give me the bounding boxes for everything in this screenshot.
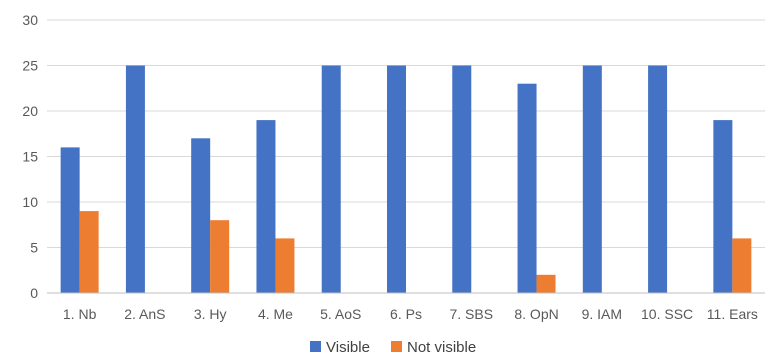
bar-visible	[452, 65, 472, 293]
bar-visible	[60, 147, 80, 293]
bar-visible	[256, 120, 276, 293]
x-tick-label: 11. Ears	[707, 306, 758, 322]
bar-visible	[125, 65, 145, 293]
x-tick-label: 7. SBS	[449, 306, 493, 322]
legend-label: Not visible	[407, 339, 476, 356]
bar-not-visible	[210, 220, 230, 293]
x-tick-label: 1. Nb	[63, 306, 97, 322]
y-tick-label: 0	[30, 285, 38, 301]
y-axis-ticks: 0 5 10 15 20 25 30	[22, 12, 38, 301]
y-tick-label: 15	[22, 149, 38, 165]
bar-not-visible	[732, 238, 752, 293]
bar-not-visible	[536, 274, 556, 293]
x-tick-label: 8. OpN	[514, 306, 558, 322]
bar-visible	[582, 65, 602, 293]
legend-swatch	[391, 341, 402, 352]
bar-visible	[191, 138, 211, 293]
legend: Visible Not visible	[310, 339, 476, 356]
y-tick-label: 30	[22, 12, 38, 28]
y-tick-label: 10	[22, 194, 38, 210]
y-tick-label: 5	[30, 240, 38, 256]
x-tick-label: 4. Me	[258, 306, 293, 322]
legend-label: Visible	[326, 339, 370, 356]
bar-visible	[517, 83, 537, 293]
bar-visible	[387, 65, 406, 293]
bar-visible	[321, 65, 341, 293]
bar-visible	[713, 120, 733, 293]
y-tick-label: 25	[22, 58, 38, 74]
x-axis-ticks: 1. Nb 2. AnS 3. Hy 4. Me 5. AoS 6. Ps 7. SBS 8.…	[63, 306, 758, 322]
x-tick-label: 10. SSC	[641, 306, 693, 322]
legend-swatch	[310, 341, 321, 352]
x-tick-label: 2. AnS	[124, 306, 165, 322]
bar-not-visible	[275, 238, 295, 293]
x-tick-label: 9. IAM	[582, 306, 622, 322]
bar-not-visible	[79, 211, 99, 293]
x-tick-label: 3. Hy	[194, 306, 227, 322]
x-tick-label: 6. Ps	[390, 306, 422, 322]
x-tick-label: 5. AoS	[320, 306, 361, 322]
bars	[60, 65, 752, 293]
bar-visible	[648, 65, 668, 293]
y-tick-label: 20	[22, 103, 38, 119]
